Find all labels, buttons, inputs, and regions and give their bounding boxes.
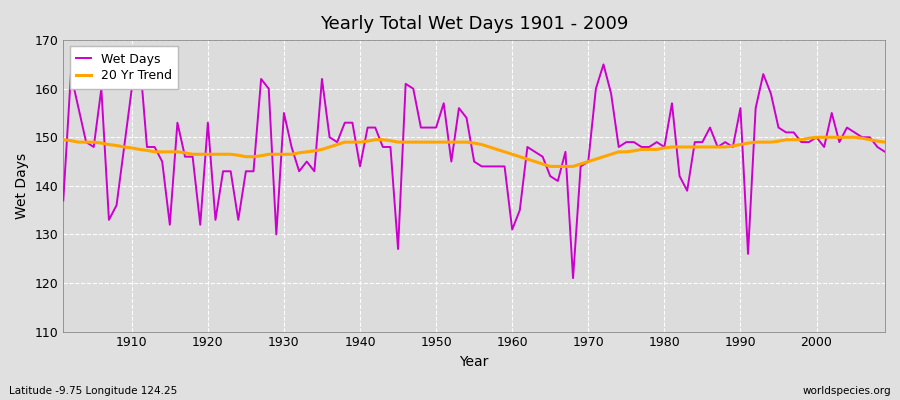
- X-axis label: Year: Year: [460, 355, 489, 369]
- 20 Yr Trend: [286, 152, 297, 157]
- Wet Days: [613, 144, 624, 149]
- Y-axis label: Wet Days: Wet Days: [15, 153, 29, 219]
- Wet Days: [293, 169, 304, 174]
- 20 Yr Trend: [332, 142, 343, 147]
- Text: worldspecies.org: worldspecies.org: [803, 386, 891, 396]
- 20 Yr Trend: [507, 152, 517, 157]
- 20 Yr Trend: [606, 152, 616, 157]
- Line: 20 Yr Trend: 20 Yr Trend: [63, 137, 885, 166]
- Wet Days: [568, 276, 579, 280]
- Wet Days: [119, 144, 130, 149]
- Text: Latitude -9.75 Longitude 124.25: Latitude -9.75 Longitude 124.25: [9, 386, 177, 396]
- Title: Yearly Total Wet Days 1901 - 2009: Yearly Total Wet Days 1901 - 2009: [320, 15, 628, 33]
- 20 Yr Trend: [811, 135, 822, 140]
- 20 Yr Trend: [500, 150, 510, 154]
- 20 Yr Trend: [544, 164, 555, 169]
- Line: Wet Days: Wet Days: [63, 55, 885, 278]
- Wet Days: [515, 208, 526, 212]
- 20 Yr Trend: [879, 140, 890, 144]
- Legend: Wet Days, 20 Yr Trend: Wet Days, 20 Yr Trend: [69, 46, 178, 89]
- Wet Days: [58, 198, 68, 203]
- Wet Days: [339, 120, 350, 125]
- 20 Yr Trend: [119, 144, 130, 149]
- Wet Days: [879, 150, 890, 154]
- Wet Days: [507, 227, 517, 232]
- Wet Days: [134, 52, 145, 57]
- 20 Yr Trend: [58, 137, 68, 142]
